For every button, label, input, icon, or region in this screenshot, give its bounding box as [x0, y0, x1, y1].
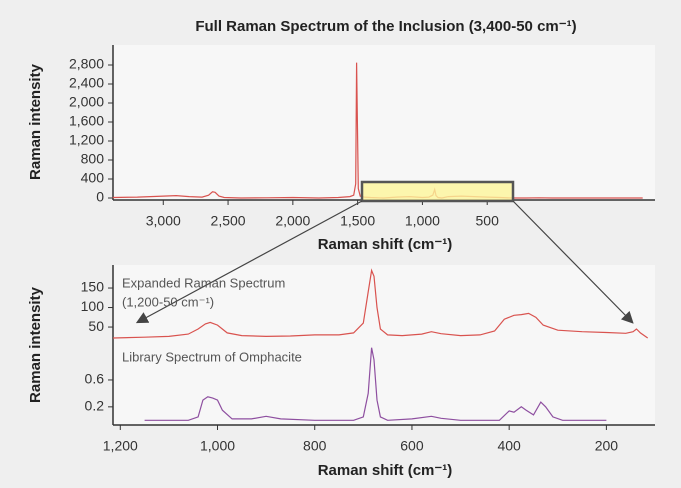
x-tick-label: 1,000: [405, 213, 440, 229]
x-tick-label: 1,500: [340, 213, 375, 229]
y-axis-label: Raman intensity: [27, 63, 44, 180]
arrow: [135, 200, 363, 324]
y-tick-label: 800: [81, 151, 105, 167]
y-tick-label: 2,400: [69, 75, 104, 91]
arrow: [512, 200, 634, 324]
x-tick-label: 800: [303, 438, 327, 454]
zoom-box: [360, 180, 515, 203]
y-tick-label: 0.2: [85, 398, 105, 414]
y-tick-label: 1,600: [69, 113, 104, 129]
y-axis-label: Raman intensity: [27, 286, 44, 403]
spectrum-line: [144, 347, 607, 421]
spectrum-line: [112, 268, 649, 339]
annotation: Expanded Raman Spectrum: [122, 275, 285, 290]
x-tick-label: 1,200: [103, 438, 138, 454]
y-tick-label: 2,000: [69, 94, 104, 110]
x-tick-label: 600: [400, 438, 424, 454]
y-tick-label: 50: [88, 318, 104, 334]
x-tick-label: 2,500: [211, 213, 246, 229]
plot-area: [113, 265, 655, 425]
y-tick-label: 100: [81, 298, 105, 314]
x-tick-label: 2,000: [275, 213, 310, 229]
annotation: (1,200-50 cm⁻¹): [122, 294, 214, 309]
x-tick-label: 1,000: [200, 438, 235, 454]
y-tick-label: 0: [96, 189, 104, 205]
x-axis-label: Raman shift (cm⁻¹): [318, 236, 453, 253]
y-tick-label: 150: [81, 279, 105, 295]
y-tick-label: 1,200: [69, 132, 104, 148]
plot-area: [113, 45, 655, 200]
x-tick-label: 200: [595, 438, 619, 454]
x-tick-label: 500: [476, 213, 500, 229]
y-tick-label: 0.6: [85, 371, 105, 387]
y-tick-label: 400: [81, 170, 105, 186]
x-tick-label: 400: [497, 438, 521, 454]
overlay: Expanded Raman Spectrum (1,200-50 cm⁻¹) …: [122, 180, 634, 364]
x-axis-label: Raman shift (cm⁻¹): [318, 462, 453, 479]
y-tick-label: 2,800: [69, 56, 104, 72]
x-tick-label: 3,000: [146, 213, 181, 229]
chart-title: Full Raman Spectrum of the Inclusion (3,…: [195, 18, 576, 35]
annotation: Library Spectrum of Omphacite: [122, 349, 302, 364]
